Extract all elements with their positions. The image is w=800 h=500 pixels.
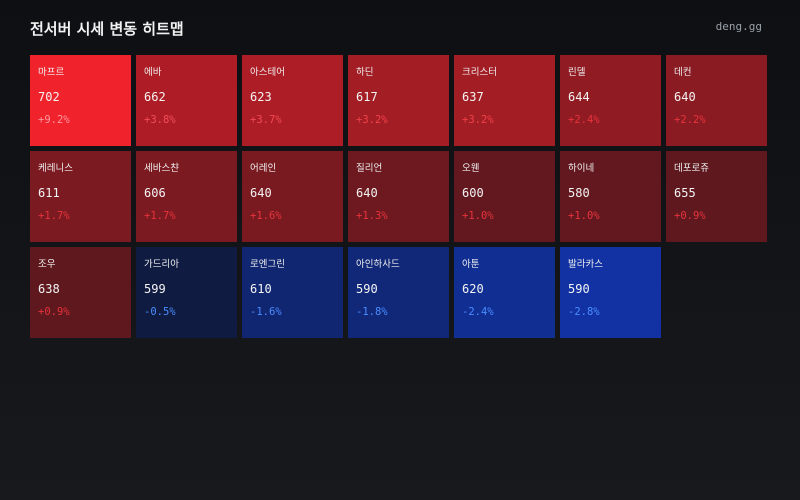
heatmap-tile: 어레인 640 +1.6% <box>242 151 343 242</box>
heatmap-tile: 크리스터 637 +3.2% <box>454 55 555 146</box>
change: +3.7% <box>250 114 282 126</box>
price: 702 <box>38 90 60 104</box>
heatmap-tile: 하이네 580 +1.0% <box>560 151 661 242</box>
price: 640 <box>250 186 272 200</box>
title: 전서버 시세 변동 히트맵 <box>30 20 184 38</box>
heatmap-tile: 케레니스 611 +1.7% <box>30 151 131 242</box>
change: +2.2% <box>674 114 706 126</box>
change: +1.3% <box>356 210 388 222</box>
price: 600 <box>462 186 484 200</box>
change: -2.8% <box>568 306 600 318</box>
heatmap-tile: 데포로쥬 655 +0.9% <box>666 151 767 242</box>
heatmap-tile: 린델 644 +2.4% <box>560 55 661 146</box>
price: 655 <box>674 186 696 200</box>
change: +3.2% <box>356 114 388 126</box>
server-name: 질리언 <box>356 163 383 174</box>
server-name: 데포로쥬 <box>674 163 709 174</box>
price: 644 <box>568 90 590 104</box>
change: +1.0% <box>462 210 494 222</box>
price: 590 <box>356 282 378 296</box>
change: +9.2% <box>38 114 70 126</box>
change: +3.2% <box>462 114 494 126</box>
change: -0.5% <box>144 306 176 318</box>
change: +1.7% <box>38 210 70 222</box>
price: 611 <box>38 186 60 200</box>
server-name: 하딘 <box>356 67 374 78</box>
price: 617 <box>356 90 378 104</box>
heatmap-tile: 아인하사드 590 -1.8% <box>348 247 449 338</box>
change: -1.6% <box>250 306 282 318</box>
change: +0.9% <box>674 210 706 222</box>
heatmap-tile: 로엔그린 610 -1.6% <box>242 247 343 338</box>
server-name: 아스테어 <box>250 67 285 78</box>
heatmap-tile: 세바스챤 606 +1.7% <box>136 151 237 242</box>
change: -2.4% <box>462 306 494 318</box>
server-name: 에바 <box>144 67 162 78</box>
heatmap-tile: 아툰 620 -2.4% <box>454 247 555 338</box>
server-name: 마프르 <box>38 67 65 78</box>
change: +1.7% <box>144 210 176 222</box>
price: 606 <box>144 186 166 200</box>
heatmap-tile: 데컨 640 +2.2% <box>666 55 767 146</box>
price: 640 <box>356 186 378 200</box>
change: +2.4% <box>568 114 600 126</box>
server-name: 케레니스 <box>38 163 73 174</box>
heatmap-tile: 가드리아 599 -0.5% <box>136 247 237 338</box>
price: 610 <box>250 282 272 296</box>
price: 620 <box>462 282 484 296</box>
server-name: 세바스챤 <box>144 163 179 174</box>
heatmap-tile: 하딘 617 +3.2% <box>348 55 449 146</box>
change: +1.6% <box>250 210 282 222</box>
price: 637 <box>462 90 484 104</box>
heatmap-tile: 조우 638 +0.9% <box>30 247 131 338</box>
change: +3.8% <box>144 114 176 126</box>
server-name: 린델 <box>568 67 586 78</box>
change: +1.0% <box>568 210 600 222</box>
brand: deng.gg <box>715 20 762 33</box>
price: 638 <box>38 282 60 296</box>
price: 580 <box>568 186 590 200</box>
server-name: 아툰 <box>462 259 480 270</box>
price: 590 <box>568 282 590 296</box>
heatmap-tile: 마프르 702 +9.2% <box>30 55 131 146</box>
server-name: 가드리아 <box>144 259 179 270</box>
heatmap-tile: 발라카스 590 -2.8% <box>560 247 661 338</box>
heatmap-tile: 아스테어 623 +3.7% <box>242 55 343 146</box>
heatmap-tile: 오웬 600 +1.0% <box>454 151 555 242</box>
heatmap-tile: 질리언 640 +1.3% <box>348 151 449 242</box>
change: +0.9% <box>38 306 70 318</box>
heatmap-tile: 에바 662 +3.8% <box>136 55 237 146</box>
price: 623 <box>250 90 272 104</box>
server-name: 조우 <box>38 259 56 270</box>
price: 662 <box>144 90 166 104</box>
server-name: 오웬 <box>462 163 480 174</box>
server-name: 데컨 <box>674 67 692 78</box>
price: 599 <box>144 282 166 296</box>
change: -1.8% <box>356 306 388 318</box>
server-name: 로엔그린 <box>250 259 285 270</box>
server-name: 어레인 <box>250 163 277 174</box>
server-name: 하이네 <box>568 163 595 174</box>
server-name: 아인하사드 <box>356 259 400 270</box>
server-name: 발라카스 <box>568 259 603 270</box>
server-name: 크리스터 <box>462 67 497 78</box>
price: 640 <box>674 90 696 104</box>
